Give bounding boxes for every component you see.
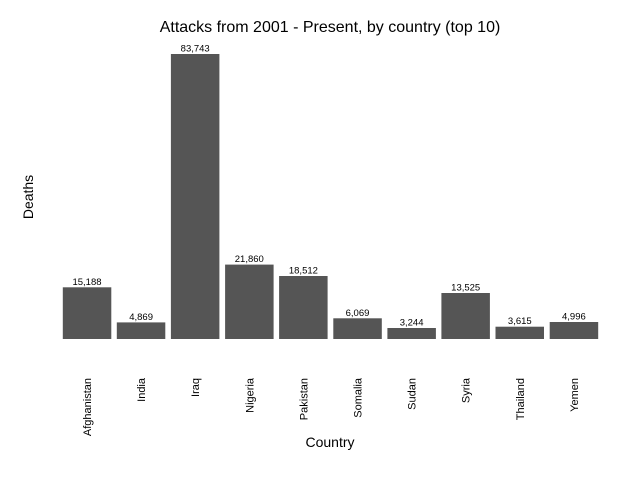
data-label-afghanistan: 15,188 bbox=[72, 277, 101, 288]
bar-pakistan bbox=[279, 276, 328, 339]
x-tick-sudan: Sudan bbox=[407, 378, 419, 410]
x-tick-pakistan: Pakistan bbox=[298, 378, 310, 420]
data-label-thailand: 3,615 bbox=[508, 316, 532, 327]
chart-title: Attacks from 2001 - Present, by country … bbox=[160, 19, 501, 36]
bar-india bbox=[116, 322, 166, 339]
x-axis-label: Country bbox=[305, 434, 354, 450]
bar-sudan bbox=[387, 328, 436, 339]
x-tick-thailand: Thailand bbox=[515, 378, 527, 420]
x-tick-labels-group: Afghanistan India Iraq Nigeria Pakistan Somal… bbox=[82, 377, 581, 436]
x-tick-iraq: Iraq bbox=[190, 378, 202, 397]
data-labels-group: 15,188 4,869 83,743 21,860 18,512 6,069 3,244 1… bbox=[72, 44, 585, 329]
data-label-india: 4,869 bbox=[129, 312, 153, 323]
data-label-sudan: 3,244 bbox=[400, 318, 424, 329]
data-label-pakistan: 18,512 bbox=[289, 266, 318, 277]
bars-group bbox=[62, 54, 599, 339]
data-label-iraq: 83,743 bbox=[181, 44, 210, 55]
bar-syria bbox=[441, 293, 490, 339]
x-tick-yemen: Yemen bbox=[569, 378, 581, 412]
x-tick-nigeria: Nigeria bbox=[244, 377, 256, 413]
bar-nigeria bbox=[225, 264, 274, 339]
data-label-syria: 13,525 bbox=[451, 283, 480, 294]
data-label-somalia: 6,069 bbox=[346, 308, 370, 319]
data-label-yemen: 4,996 bbox=[562, 312, 586, 323]
bar-afghanistan bbox=[62, 287, 112, 339]
bar-iraq bbox=[170, 54, 220, 339]
x-tick-afghanistan: Afghanistan bbox=[82, 378, 94, 436]
x-tick-somalia: Somalia bbox=[353, 377, 365, 418]
bar-thailand bbox=[495, 326, 544, 339]
data-label-nigeria: 21,860 bbox=[235, 254, 264, 265]
bar-yemen bbox=[549, 322, 599, 339]
y-axis-label: Deaths bbox=[20, 175, 36, 219]
x-tick-india: India bbox=[136, 377, 148, 402]
x-tick-syria: Syria bbox=[461, 377, 473, 403]
bar-somalia bbox=[333, 318, 382, 339]
